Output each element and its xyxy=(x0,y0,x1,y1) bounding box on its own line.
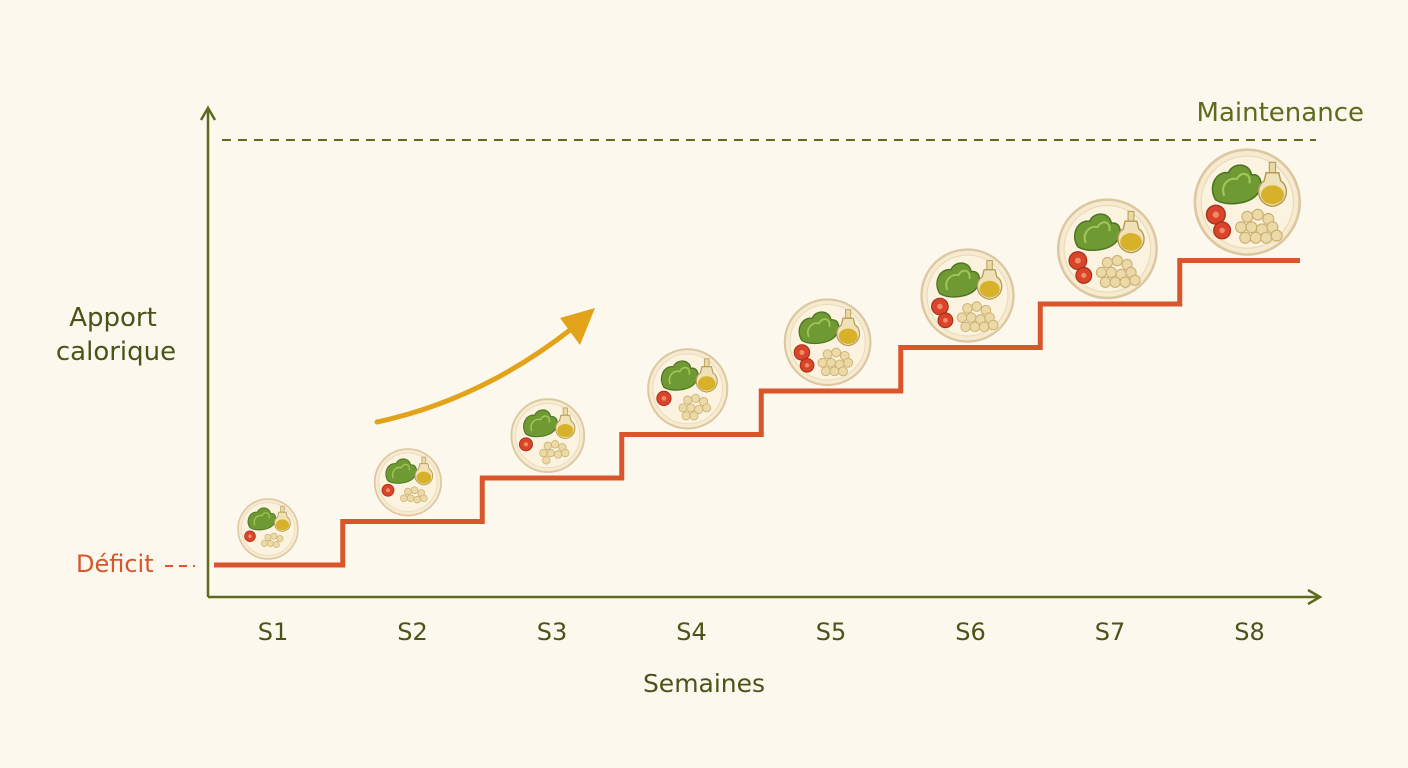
y-axis-label-line-2: calorique xyxy=(56,337,176,367)
deficit-label: Déficit xyxy=(76,550,154,578)
tomato-icon xyxy=(793,344,815,373)
meal-plate-icon xyxy=(373,448,442,517)
tomato-icon xyxy=(1205,204,1232,240)
chickpeas-icon xyxy=(678,393,712,421)
lettuce-icon xyxy=(1211,164,1262,205)
lettuce-icon xyxy=(523,409,558,438)
x-tick-s3: S3 xyxy=(537,618,568,646)
meal-plate-icon xyxy=(920,248,1015,343)
x-tick-s4: S4 xyxy=(676,618,707,646)
chickpeas-icon xyxy=(1095,254,1141,288)
x-tick-labels: S1 S2 S3 S4 S5 S6 S7 S8 xyxy=(258,618,1265,646)
chickpeas-icon xyxy=(539,440,570,465)
chickpeas-icon xyxy=(817,347,854,377)
x-tick-s7: S7 xyxy=(1095,618,1126,646)
lettuce-icon xyxy=(385,458,417,484)
trend-arrow-icon xyxy=(374,308,595,425)
meal-plate-icon xyxy=(510,398,586,473)
x-axis-arrowhead xyxy=(1307,588,1323,606)
meal-plate-icon xyxy=(1056,198,1158,300)
x-tick-s2: S2 xyxy=(397,618,428,646)
olive-oil-bottle-icon xyxy=(1117,210,1145,254)
y-axis-label-line-1: Apport xyxy=(69,303,157,333)
meal-plate-icon xyxy=(237,498,299,560)
tomato-icon xyxy=(381,483,395,497)
tomato-icon xyxy=(1068,251,1093,284)
meal-plate-icon xyxy=(1193,148,1302,256)
tomato-icon xyxy=(656,390,672,407)
chickpeas-icon xyxy=(1235,208,1283,244)
chickpeas-icon xyxy=(956,301,999,333)
olive-oil-bottle-icon xyxy=(414,456,434,486)
x-tick-s6: S6 xyxy=(955,618,986,646)
olive-oil-bottle-icon xyxy=(274,505,291,532)
olive-oil-bottle-icon xyxy=(836,309,861,347)
lettuce-icon xyxy=(798,311,840,345)
lettuce-icon xyxy=(660,360,699,391)
y-axis-arrowhead xyxy=(199,105,217,121)
lettuce-icon xyxy=(1074,213,1121,251)
lettuce-icon xyxy=(247,507,277,531)
olive-oil-bottle-icon xyxy=(1257,161,1288,208)
x-tick-s5: S5 xyxy=(816,618,847,646)
x-axis-label: Semaines xyxy=(643,669,765,698)
chickpeas-icon xyxy=(260,532,284,549)
meal-plate-icon xyxy=(647,348,729,430)
plates-layer xyxy=(237,148,1302,560)
x-tick-s8: S8 xyxy=(1234,618,1265,646)
maintenance-label: Maintenance xyxy=(1197,98,1364,128)
lettuce-icon xyxy=(936,262,981,298)
tomato-icon xyxy=(931,297,954,329)
olive-oil-bottle-icon xyxy=(695,358,718,393)
tomato-icon xyxy=(518,437,533,452)
chickpeas-icon xyxy=(400,486,428,504)
olive-oil-bottle-icon xyxy=(555,407,576,440)
axes xyxy=(199,105,1323,606)
olive-oil-bottle-icon xyxy=(976,260,1003,300)
calorie-step-line xyxy=(214,258,1300,568)
tomato-icon xyxy=(244,530,256,542)
meal-plate-icon xyxy=(783,298,872,387)
x-tick-s1: S1 xyxy=(258,618,289,646)
